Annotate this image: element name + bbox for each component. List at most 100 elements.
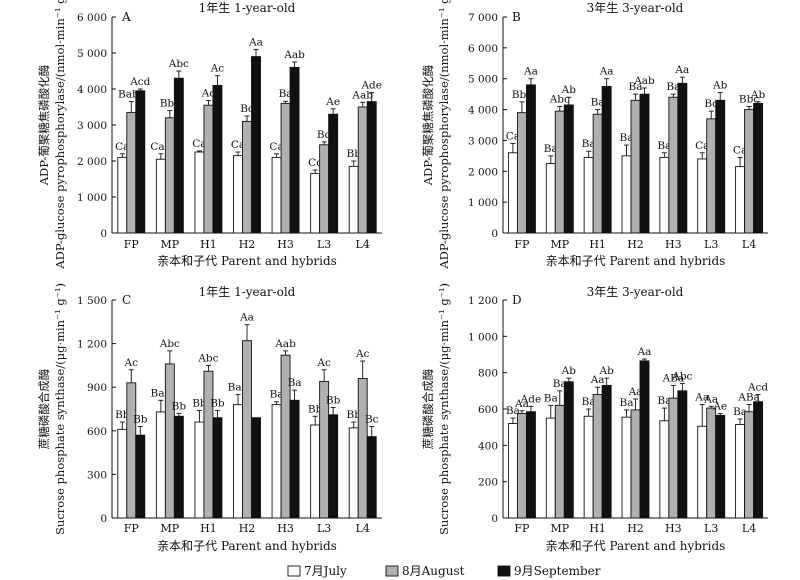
legend-swatch <box>497 565 511 577</box>
significance-label: Ca <box>192 138 206 150</box>
x-tick-label: H1 <box>589 238 606 251</box>
bar-l3-august <box>706 407 717 519</box>
bar-h1-august <box>592 394 603 519</box>
y-tick-label: 1 000 <box>468 197 498 209</box>
y-tick-label: 0 <box>491 228 498 240</box>
bar-l4-august <box>357 106 368 234</box>
bar-h2-august <box>630 409 641 519</box>
y-tick-label: 200 <box>478 477 498 489</box>
x-tick-label: H3 <box>665 238 682 251</box>
bar-l3-august <box>319 144 330 234</box>
legend-item: 9月September <box>497 564 601 578</box>
x-tick-label: H3 <box>277 238 294 251</box>
significance-label: Ba <box>657 395 671 407</box>
bar-h2-september <box>251 417 261 519</box>
significance-label: Bb <box>308 403 323 415</box>
panel-letter: C <box>122 293 131 307</box>
legend-label: 9月September <box>514 564 601 578</box>
bar-h1-september <box>601 384 612 519</box>
bar-h2-july <box>621 416 632 519</box>
x-tick-label: L3 <box>317 238 331 251</box>
y-tick-label: 3 000 <box>468 135 498 147</box>
significance-label: Bb <box>346 148 361 160</box>
bar-h1-september <box>212 417 223 519</box>
significance-label: Ab <box>712 80 728 92</box>
significance-label: Ba <box>591 97 605 109</box>
significance-label: Ca <box>695 140 709 152</box>
significance-label: Aa <box>248 36 263 48</box>
bar-h2-august <box>630 99 641 234</box>
legend: 7月July 8月August 9月September <box>287 564 601 578</box>
bar-h2-september <box>251 56 261 234</box>
legend-label: 8月August <box>402 564 465 578</box>
significance-label: Ca <box>269 141 283 153</box>
bar-mp-august <box>164 117 175 234</box>
significance-label: Aa <box>637 346 652 358</box>
significance-label: Ba <box>270 389 284 401</box>
x-tick-label: L4 <box>356 238 370 251</box>
significance-label: Acd <box>747 381 768 393</box>
bar-h1-july <box>194 421 205 519</box>
significance-label: Ae <box>325 96 340 108</box>
y-tick-label: 1 200 <box>468 295 498 307</box>
significance-label: Ba <box>582 138 596 150</box>
significance-label: Ba <box>657 140 671 152</box>
significance-label: Aab <box>283 49 305 61</box>
significance-label: Aa <box>628 386 643 398</box>
y-tick-label: 400 <box>478 440 498 452</box>
bar-h1-september <box>212 84 223 234</box>
bar-l4-august <box>744 109 755 234</box>
significance-label: Ac <box>124 357 139 369</box>
bar-mp-august <box>554 110 565 234</box>
legend-label: 7月July <box>304 564 347 578</box>
significance-label: Aa <box>674 64 689 76</box>
significance-label: Ba <box>582 396 596 408</box>
x-tick-label: H2 <box>239 522 256 535</box>
significance-label: Bc <box>365 413 379 425</box>
y-tick-label: 6 000 <box>77 12 107 24</box>
bar-l3-july <box>697 158 708 234</box>
significance-label: Acd <box>129 76 150 88</box>
bar-l4-september <box>753 102 764 234</box>
legend-item: 8月August <box>385 564 465 578</box>
significance-label: Bc <box>240 103 254 115</box>
significance-label: Ac <box>316 357 331 369</box>
y-tick-label: 600 <box>87 426 107 438</box>
significance-label: Aa <box>523 66 538 78</box>
y-tick-label: 300 <box>87 469 107 481</box>
significance-label: Ba <box>553 378 567 390</box>
x-tick-label: L4 <box>742 238 756 251</box>
panel-title: 1年生 1-year-old <box>199 1 296 15</box>
legend-swatch <box>287 565 301 577</box>
significance-label: Ac <box>355 348 370 360</box>
y-tick-label: 7 000 <box>468 12 498 24</box>
significance-label: Ac <box>210 63 225 75</box>
x-tick-label: H3 <box>277 522 294 535</box>
bar-fp-august <box>126 382 137 519</box>
x-tick-label: H3 <box>665 522 682 535</box>
significance-label: Ba <box>288 377 302 389</box>
bar-mp-july <box>545 163 556 234</box>
significance-label: Bb <box>115 409 130 421</box>
bar-h2-september <box>639 93 650 234</box>
x-tick-label: FP <box>124 522 140 535</box>
bar-fp-july <box>117 156 128 234</box>
y-tick-label: 1 000 <box>468 331 498 343</box>
bar-fp-september <box>135 434 146 519</box>
significance-label: Ac <box>201 88 216 100</box>
y-tick-label: 600 <box>478 404 498 416</box>
y-axis-title-cn: 蔗糖磷酸合成酶 <box>37 369 51 450</box>
significance-label: Aab <box>274 338 296 350</box>
x-axis-title: 亲本和子代 Parent and hybrids <box>157 254 337 268</box>
y-tick-label: 2 000 <box>77 156 107 168</box>
bar-h3-september <box>677 82 688 234</box>
legend-item: 7月July <box>287 564 347 578</box>
x-tick-label: L3 <box>704 238 718 251</box>
significance-label: ABa <box>662 372 685 384</box>
y-axis-title-cn: 蔗糖磷酸合成酶 <box>421 369 435 450</box>
y-axis-title-cn: ADP-葡聚糖焦磷酸化酶 <box>421 65 435 187</box>
bar-l4-august <box>357 378 368 519</box>
y-axis-title-en: Sucrose phosphate synthase/(μg·min⁻¹ g⁻¹… <box>437 283 451 535</box>
